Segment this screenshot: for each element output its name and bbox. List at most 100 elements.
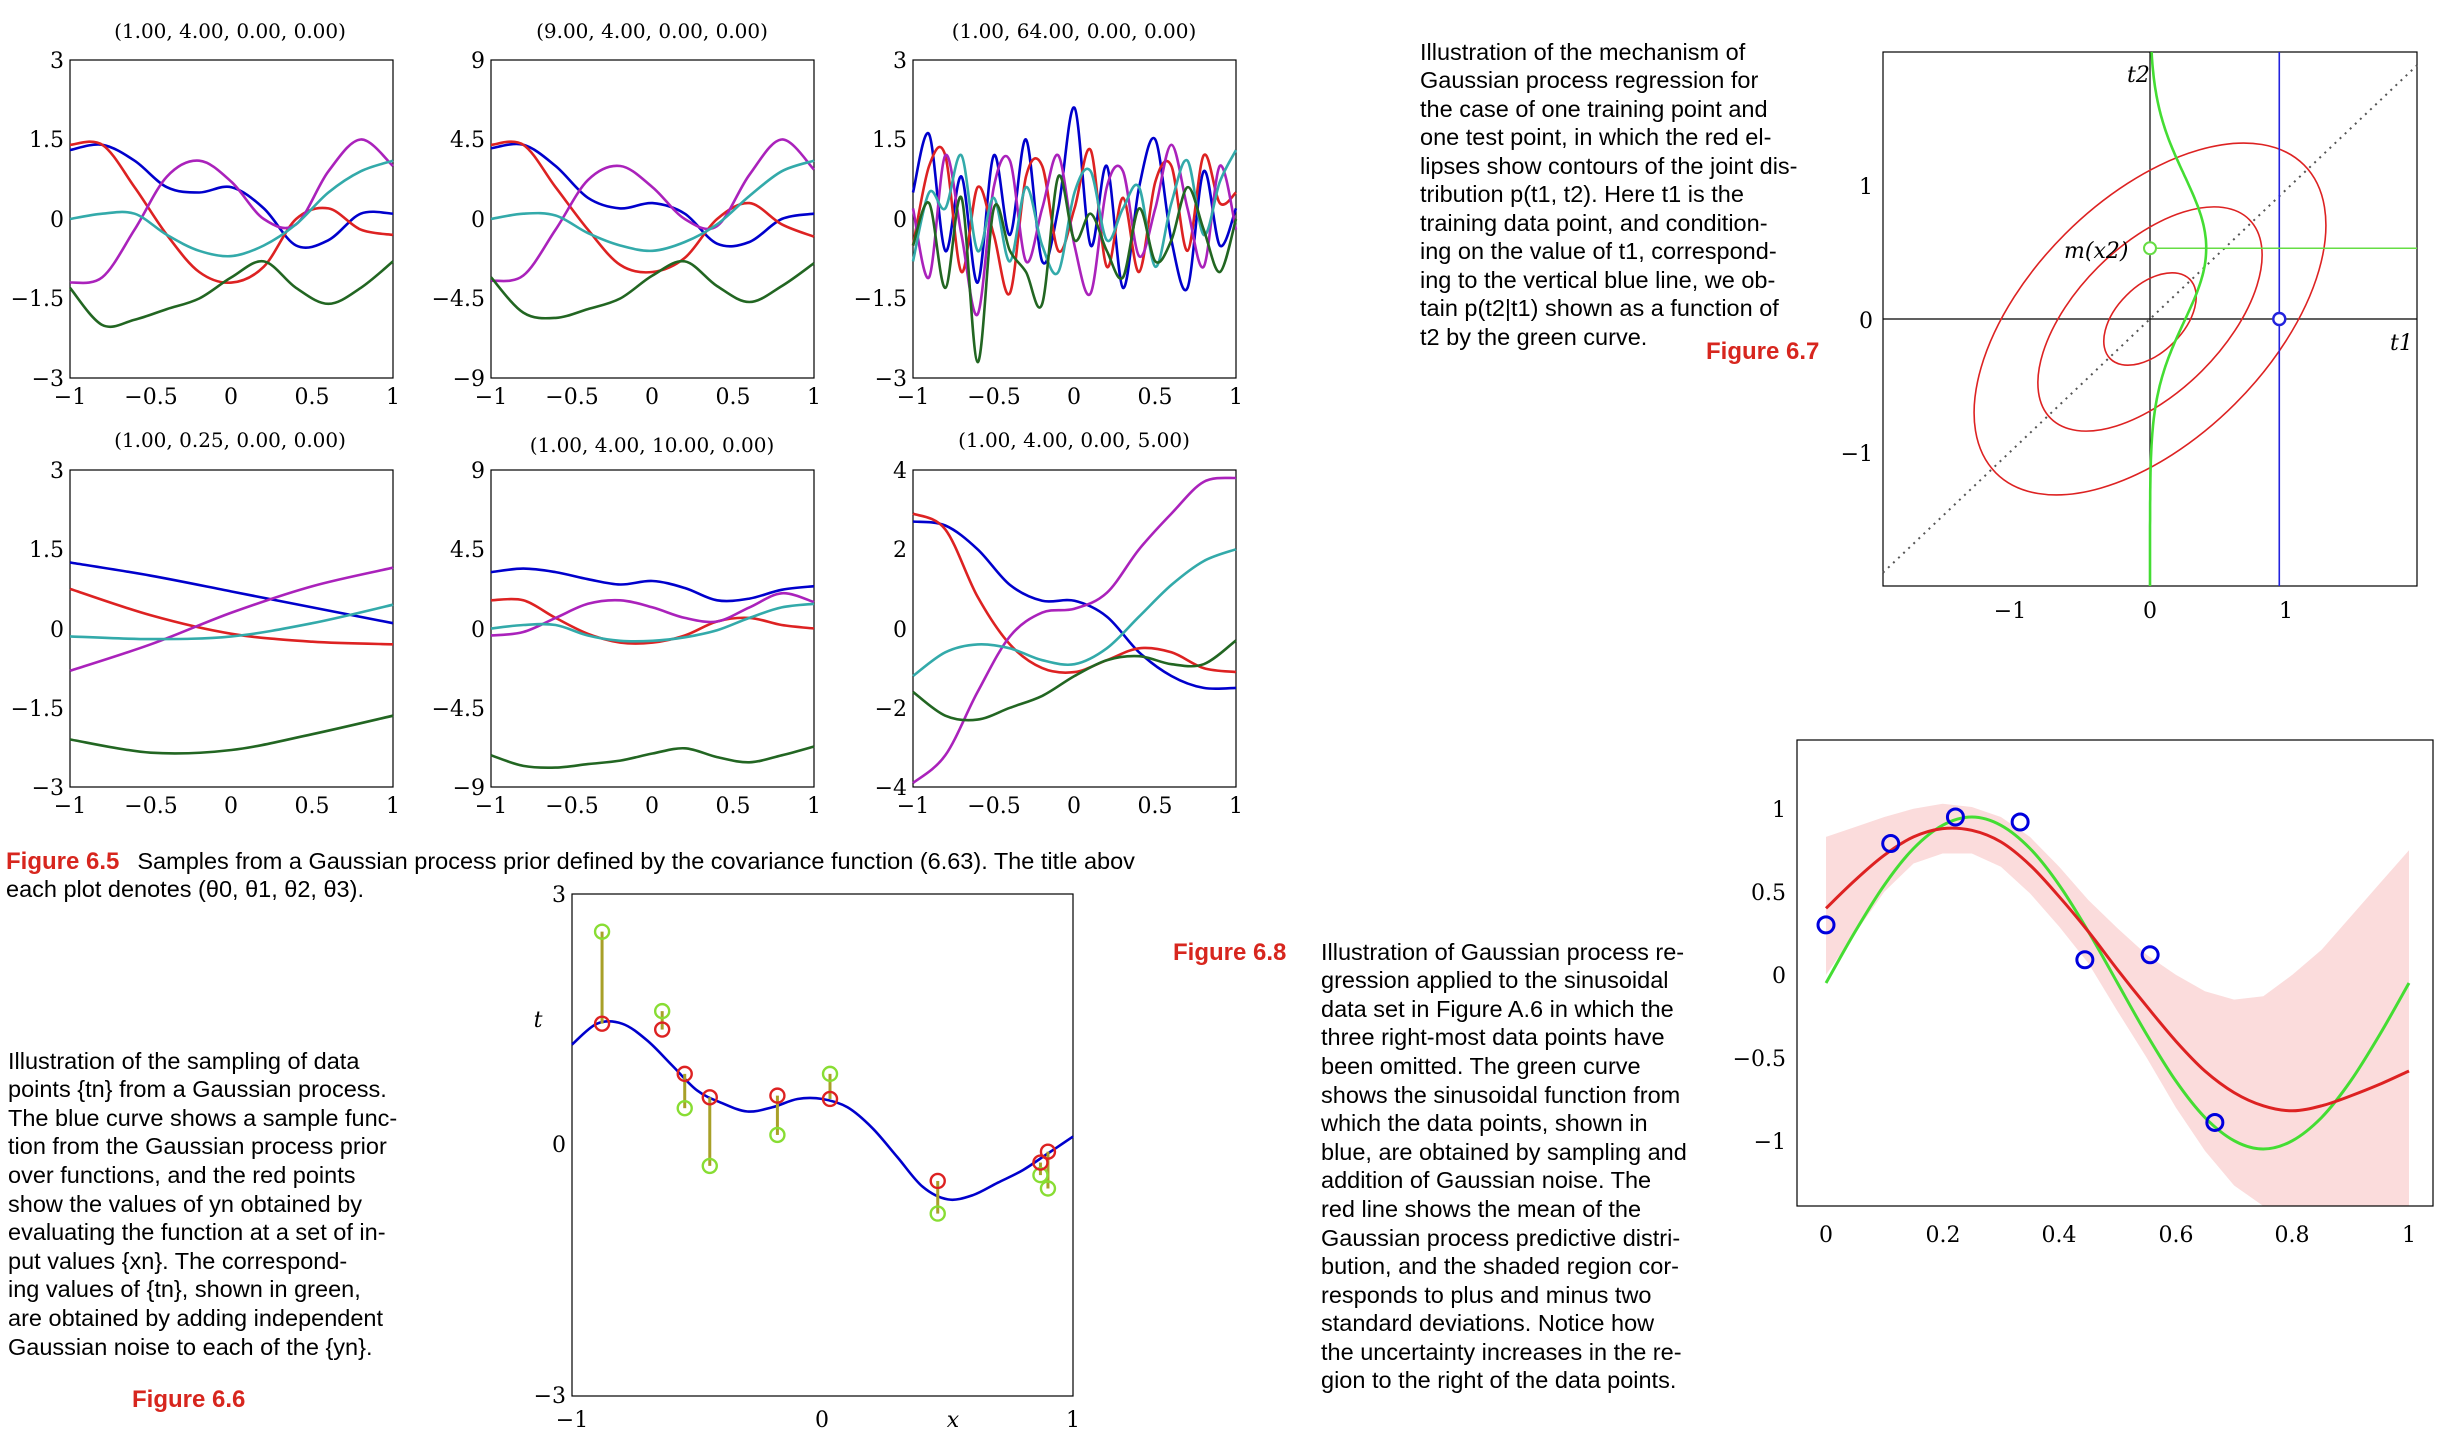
series-line-3 <box>912 476 1237 785</box>
ytick: −9 <box>453 367 485 392</box>
xtick: 0 <box>224 385 238 410</box>
xtick: 0 <box>1067 385 1081 410</box>
caption-line: show the values of yn obtained by <box>8 1191 362 1217</box>
xtick: −0.5 <box>545 794 598 819</box>
series-line-2 <box>69 587 394 646</box>
training-point-marker <box>2272 311 2287 327</box>
fig65-panel-5: (1.00, 4.00, 10.00, 0.00) 9 4.5 0 −4.5 −… <box>432 433 821 819</box>
series-line-3 <box>490 138 815 283</box>
ytick: −4.5 <box>432 287 485 312</box>
ytick: 0 <box>1859 309 1873 334</box>
caption-line: the uncertainty increases in the re- <box>1321 1339 1682 1365</box>
ytick: −1 <box>1754 1130 1786 1155</box>
fig67-t1-label: t1 <box>2390 331 2413 356</box>
fig65-panel-6-title: (1.00, 4.00, 0.00, 5.00) <box>958 428 1190 452</box>
fig65-panel-5-frame <box>490 469 815 788</box>
series-line-1 <box>490 567 815 603</box>
xtick: −1 <box>475 794 507 819</box>
fig67-m-label: m(x2) <box>2064 239 2128 264</box>
fig65-panel-3-title: (1.00, 64.00, 0.00, 0.00) <box>952 19 1197 43</box>
ytick: 0 <box>471 618 485 643</box>
fig67-label: Figure 6.7 <box>1706 338 1819 365</box>
ytick: 3 <box>50 49 64 74</box>
series-line-1 <box>911 106 1238 292</box>
ytick: 2 <box>893 538 907 563</box>
series-line-2 <box>490 140 815 274</box>
xtick: 1 <box>807 794 821 819</box>
t-point <box>821 1065 839 1083</box>
series-line-2 <box>912 512 1237 674</box>
xtick: 1 <box>1229 794 1243 819</box>
ytick: 9 <box>471 49 485 74</box>
fig65-panel-6-yticks: 4 2 0 −2 −4 <box>875 459 907 801</box>
caption-line: tribution p(t1, t2). Here t1 is the <box>1420 181 1744 207</box>
ytick: 1 <box>1772 798 1786 823</box>
series-line-4 <box>911 149 1238 276</box>
xtick: 1 <box>2402 1223 2416 1248</box>
caption-line: one test point, in which the red el- <box>1420 124 1771 150</box>
xtick: 0 <box>815 1408 829 1433</box>
ytick: −1.5 <box>11 287 64 312</box>
series-line-1 <box>912 520 1237 691</box>
series-line-4 <box>490 159 815 253</box>
xtick: 0.2 <box>1926 1223 1961 1248</box>
ytick: −9 <box>453 776 485 801</box>
caption-line: which the data points, shown in <box>1320 1110 1648 1136</box>
series-line-3 <box>69 138 394 285</box>
fig65-caption-line-1: Figure 6.5 Samples from a Gaussian proces… <box>6 848 1135 875</box>
ytick: 3 <box>50 459 64 484</box>
xtick: 0.5 <box>295 385 330 410</box>
series-line-5 <box>912 639 1237 722</box>
series-line-5 <box>68 260 394 329</box>
fig65-panel-6-series <box>912 476 1237 785</box>
fig66-frame <box>571 893 1074 1397</box>
ytick: 0 <box>1772 964 1786 989</box>
fig65-panel-5-yticks: 9 4.5 0 −4.5 −9 <box>432 459 485 801</box>
figure-6-7: Illustration of the mechanism of Gaussia… <box>1420 39 2418 624</box>
ytick: 3 <box>893 49 907 74</box>
xtick: 0 <box>224 794 238 819</box>
caption-line: t2 by the green curve. <box>1420 324 1647 350</box>
xtick: 0 <box>1819 1223 1833 1248</box>
ytick: 1.5 <box>29 128 64 153</box>
xtick: 0 <box>645 794 659 819</box>
ytick: −4.5 <box>432 697 485 722</box>
caption-line: Illustration of the mechanism of <box>1420 39 1746 65</box>
fig65-panel-4-series <box>69 561 394 755</box>
ytick: 4.5 <box>450 538 485 563</box>
series-line-4 <box>490 602 815 643</box>
series-line-1 <box>69 561 394 625</box>
ytick: 0 <box>50 208 64 233</box>
fig65-caption-text-1: Samples from a Gaussian process prior de… <box>137 848 1135 874</box>
fig65-panel-2-yticks: 9 4.5 0 −4.5 −9 <box>432 49 485 392</box>
fig68-frame <box>1796 739 2434 1207</box>
caption-line: Gaussian process predictive distri- <box>1321 1225 1680 1251</box>
series-line-5 <box>69 714 394 755</box>
caption-line: three right-most data points have <box>1321 1024 1665 1050</box>
xtick: −1 <box>556 1408 588 1433</box>
xtick: −0.5 <box>124 385 177 410</box>
fig65-panel-3-xticks: −1 −0.5 0 0.5 1 <box>897 385 1243 410</box>
ytick: 4 <box>893 459 907 484</box>
caption-line: tion from the Gaussian process prior <box>8 1133 387 1159</box>
series-line-5 <box>490 745 815 770</box>
ytick: −3 <box>875 367 907 392</box>
fig65-panel-4-xticks: −1 −0.5 0 0.5 1 <box>54 794 400 819</box>
caption-line: responds to plus and minus two <box>1321 1282 1652 1308</box>
series-line-1 <box>69 143 394 249</box>
xtick: −1 <box>897 385 929 410</box>
xtick: 0.5 <box>716 794 751 819</box>
series-line-1 <box>490 142 815 248</box>
y-point <box>1032 1154 1049 1171</box>
t-point <box>1032 1166 1049 1184</box>
xtick: 0.6 <box>2159 1223 2194 1248</box>
fig65-panel-1-xticks: −1 −0.5 0 0.5 1 <box>54 385 400 410</box>
caption-line: ing on the value of t1, correspond- <box>1420 238 1777 264</box>
caption-line: The blue curve shows a sample func- <box>8 1105 397 1131</box>
fig65-panel-1-title: (1.00, 4.00, 0.00, 0.00) <box>114 19 346 43</box>
ytick: −3 <box>32 776 64 801</box>
xtick: 1 <box>386 794 400 819</box>
caption-line: gion to the right of the data points. <box>1321 1367 1676 1393</box>
ytick: 0 <box>50 618 64 643</box>
xtick: 1 <box>807 385 821 410</box>
